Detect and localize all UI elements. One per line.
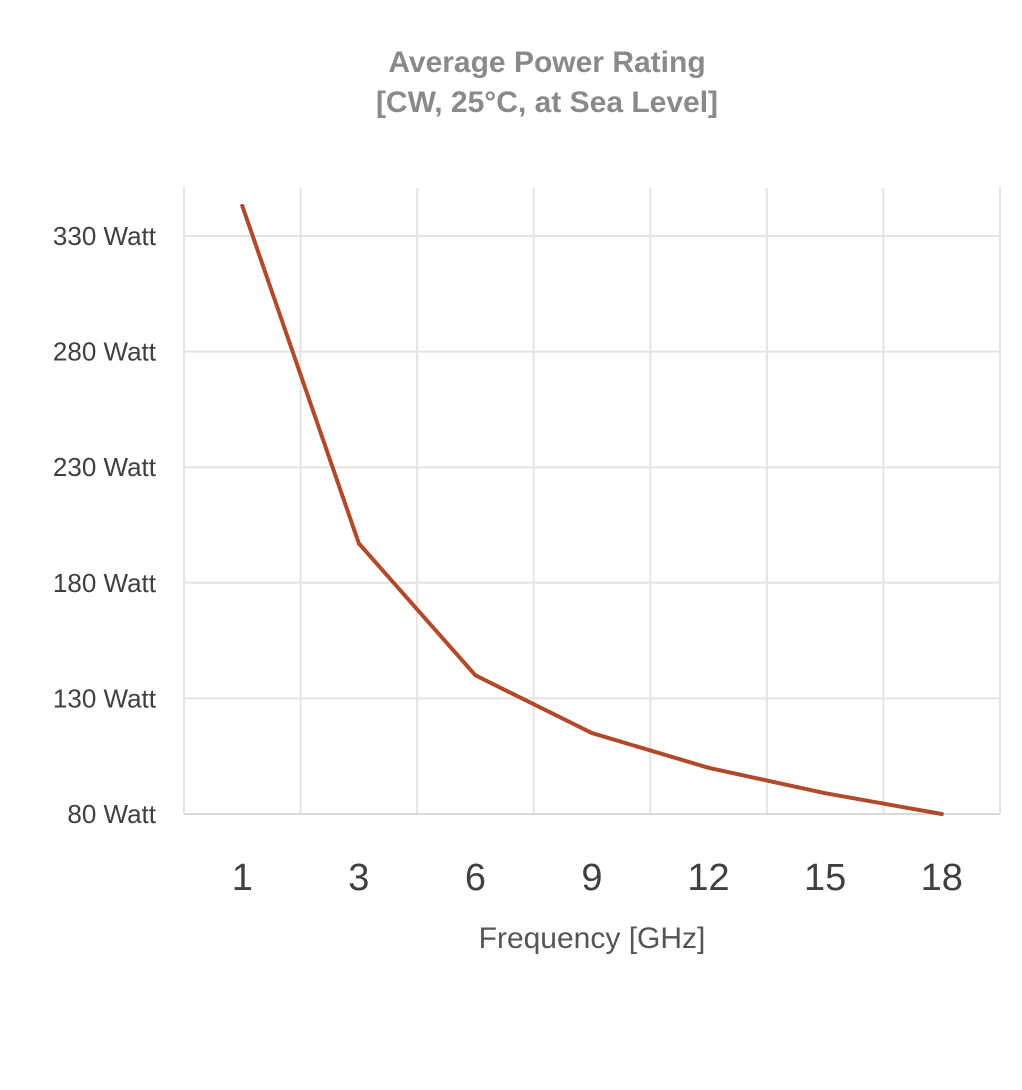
y-tick-label: 130 Watt xyxy=(53,683,157,713)
x-tick-label: 3 xyxy=(348,857,369,899)
x-tick-label: 18 xyxy=(921,857,963,899)
x-tick-label: 9 xyxy=(581,857,602,899)
gridlines xyxy=(183,188,1001,815)
y-tick-label: 330 Watt xyxy=(53,221,157,251)
data-point xyxy=(473,673,478,678)
x-axis-tick-labels: 1 3 6 9 12 15 18 xyxy=(232,857,963,899)
y-tick-label: 80 Watt xyxy=(67,799,156,829)
chart-title-line-1: Average Power Rating xyxy=(388,46,705,79)
y-tick-label: 180 Watt xyxy=(53,568,157,598)
y-axis-tick-labels: 80 Watt 130 Watt 180 Watt 230 Watt 280 Watt 3… xyxy=(53,221,157,829)
x-tick-label: 6 xyxy=(465,857,486,899)
y-tick-label: 280 Watt xyxy=(53,337,157,367)
data-point xyxy=(240,203,245,208)
x-axis-label: Frequency [GHz] xyxy=(479,922,706,955)
data-point xyxy=(706,765,711,770)
x-tick-label: 1 xyxy=(232,857,253,899)
data-point xyxy=(590,731,594,736)
x-tick-label: 12 xyxy=(687,857,729,899)
data-point xyxy=(823,791,828,796)
series-group xyxy=(240,203,944,816)
chart-title-line-2: [CW, 25°C, at Sea Level] xyxy=(376,86,718,119)
series-line xyxy=(240,203,944,816)
y-tick-label: 230 Watt xyxy=(53,452,157,482)
data-point xyxy=(356,541,361,546)
data-point xyxy=(939,812,944,816)
x-tick-label: 15 xyxy=(804,857,846,899)
